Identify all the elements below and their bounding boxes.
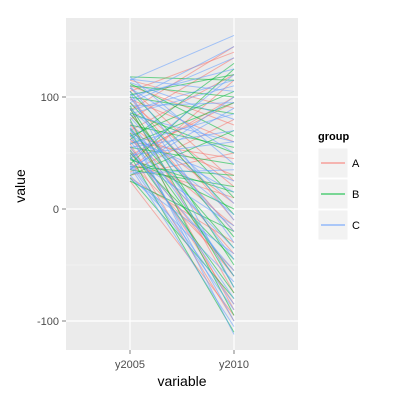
series-c-line <box>129 134 235 193</box>
series-c-line <box>129 85 235 115</box>
series-a-line <box>129 150 235 322</box>
y-tick-label: 100 <box>41 92 59 104</box>
series-a-line <box>129 87 235 182</box>
legend-label: A <box>352 158 360 170</box>
series-b-line <box>129 128 235 249</box>
series-c-line <box>129 78 235 92</box>
series-b-line <box>129 154 235 333</box>
series-c-line <box>129 102 235 107</box>
series-c-line <box>129 107 235 170</box>
series-b-line <box>129 76 235 81</box>
series-c-line <box>129 81 235 120</box>
data-lines <box>129 34 235 335</box>
series-b-line <box>129 62 235 140</box>
legend-label: B <box>352 189 359 201</box>
y-tick-label: -100 <box>37 316 59 328</box>
x-axis: y2005 y2010 <box>115 350 249 371</box>
x-axis-title: variable <box>157 373 206 389</box>
series-c-line <box>129 139 235 182</box>
series-a-line <box>129 163 235 199</box>
y-axis-title: value <box>12 169 28 203</box>
series-c-line <box>129 96 235 243</box>
legend-label: C <box>352 220 360 232</box>
x-tick-label: y2005 <box>115 359 145 371</box>
series-b-line <box>129 85 235 98</box>
y-tick-label: 0 <box>53 204 59 216</box>
series-c-line <box>129 68 235 97</box>
series-a-line <box>129 132 235 176</box>
series-c-line <box>129 166 235 327</box>
series-b-line <box>129 90 235 137</box>
series-b-line <box>129 105 235 266</box>
series-c-line <box>129 161 235 305</box>
series-c-line <box>129 145 235 299</box>
series-b-line <box>129 119 235 316</box>
series-c-line <box>129 141 235 249</box>
series-b-line <box>129 83 235 137</box>
series-b-line <box>129 96 235 115</box>
series-c-line <box>129 96 235 171</box>
series-c-line <box>129 169 235 174</box>
series-c-line <box>129 91 235 288</box>
legend-title: group <box>318 131 349 143</box>
series-c-line <box>129 125 235 277</box>
series-c-line <box>129 57 235 104</box>
series-b-line <box>129 132 235 277</box>
series-b-line <box>129 149 235 294</box>
series-c-line <box>129 178 235 255</box>
series-c-line <box>129 157 235 227</box>
series-c-line <box>129 114 235 143</box>
series-b-line <box>129 113 235 238</box>
series-c-line <box>129 85 235 221</box>
x-tick-label: y2010 <box>219 359 249 371</box>
series-b-line <box>129 107 235 288</box>
series-c-line <box>129 133 235 322</box>
legend: group A B C <box>317 131 360 241</box>
series-c-line <box>129 34 235 81</box>
series-b-line <box>129 177 235 299</box>
series-b-line <box>129 180 235 232</box>
series-c-line <box>129 116 235 232</box>
series-c-line <box>129 87 235 154</box>
series-c-line <box>129 163 235 311</box>
y-axis: -100 0 100 <box>37 92 66 328</box>
series-c-line <box>129 141 235 156</box>
